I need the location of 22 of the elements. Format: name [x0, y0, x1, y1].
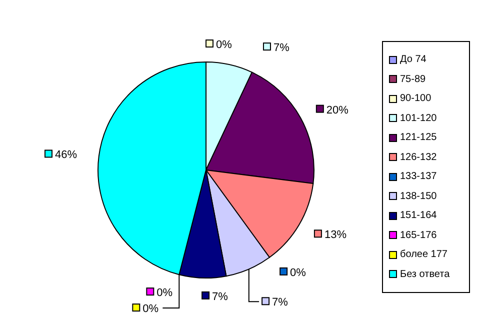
text: 0%	[142, 303, 159, 316]
legend-label: До 74	[400, 54, 426, 66]
data-label: 13%	[324, 229, 347, 242]
data-label: 7%	[273, 42, 290, 54]
text: 0%	[290, 266, 306, 279]
data-label: 7%	[212, 290, 228, 303]
data-label: 46%	[54, 149, 78, 162]
legend-label: 133-137	[400, 171, 437, 182]
legend-label: Без ответа	[400, 268, 450, 280]
legend-label: 126-132	[400, 152, 437, 163]
text: 0%	[216, 39, 232, 51]
text: 0%	[156, 287, 173, 300]
legend-label: 165-176	[400, 230, 437, 241]
legend-label: 75-89	[400, 74, 426, 85]
legend-label: 121-125	[400, 132, 437, 144]
data-label: 20%	[326, 104, 349, 116]
data-label: 7%	[272, 296, 288, 309]
legend-label: 101-120	[400, 112, 437, 124]
legend-label: 90-100	[400, 93, 432, 104]
legend-label: более 177	[400, 249, 448, 260]
legend-label: 138-150	[400, 190, 437, 202]
legend-label: 151-164	[400, 210, 437, 222]
